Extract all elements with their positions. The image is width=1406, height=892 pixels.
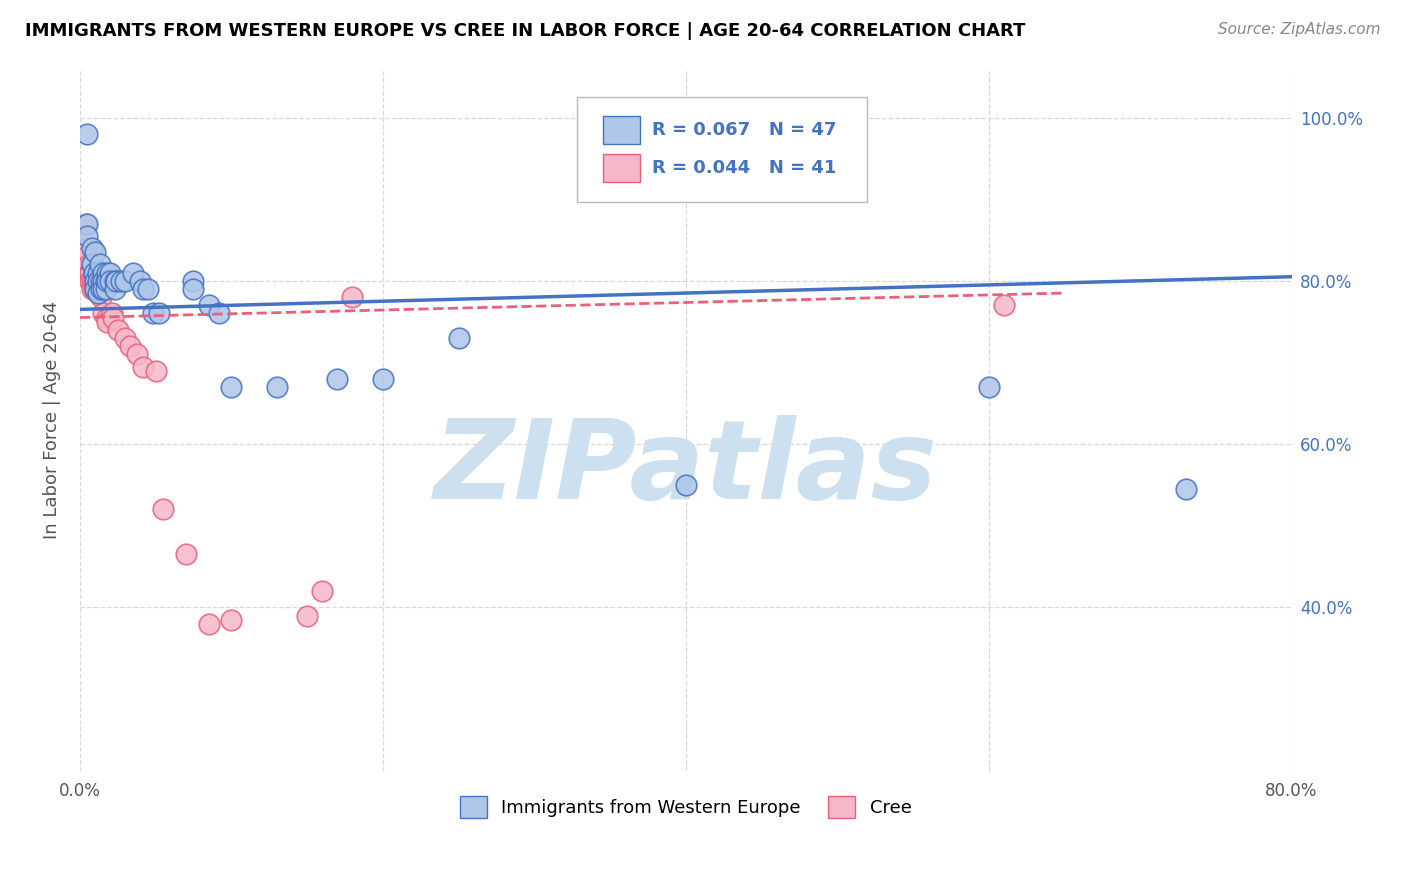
Point (89, 282, 111, 296)
Y-axis label: In Labor Force | Age 20-64: In Labor Force | Age 20-64 (44, 301, 60, 539)
Point (75, 241, 97, 255)
Point (90, 282, 112, 296)
Point (91, 274, 114, 288)
Point (197, 616, 219, 631)
Point (152, 502, 174, 516)
Point (83, 266, 105, 280)
Point (86, 277, 108, 292)
Text: IMMIGRANTS FROM WESTERN EUROPE VS CREE IN LABOR FORCE | AGE 20-64 CORRELATION CH: IMMIGRANTS FROM WESTERN EUROPE VS CREE I… (25, 22, 1026, 40)
Point (326, 372, 349, 386)
Point (174, 547, 197, 561)
Point (977, 380, 1000, 394)
Point (96, 310, 118, 325)
Point (98, 266, 121, 280)
Point (142, 306, 165, 320)
Point (96, 315, 118, 329)
Point (266, 380, 288, 394)
Point (311, 584, 333, 599)
Point (132, 282, 155, 296)
Point (84, 274, 107, 288)
Point (80, 257, 103, 271)
Point (371, 372, 394, 386)
Point (91, 282, 114, 296)
Point (98, 274, 121, 288)
Point (208, 306, 231, 320)
Text: R = 0.044   N = 41: R = 0.044 N = 41 (652, 160, 837, 178)
Point (148, 306, 170, 320)
Text: R = 0.067   N = 47: R = 0.067 N = 47 (652, 121, 837, 139)
Text: Source: ZipAtlas.com: Source: ZipAtlas.com (1218, 22, 1381, 37)
Point (89, 257, 111, 271)
Point (96, 274, 118, 288)
Point (110, 274, 132, 288)
Point (83, 282, 105, 296)
Point (103, 310, 125, 325)
Legend: Immigrants from Western Europe, Cree: Immigrants from Western Europe, Cree (453, 789, 918, 825)
Point (79, 274, 101, 288)
Point (87, 286, 110, 301)
Point (94, 274, 117, 288)
Point (76, 217, 98, 231)
Point (77, 257, 100, 271)
Point (114, 331, 136, 345)
Point (104, 282, 127, 296)
Point (80, 274, 103, 288)
Point (87, 266, 110, 280)
Point (447, 331, 470, 345)
Point (94, 282, 117, 296)
Point (118, 339, 141, 353)
Point (145, 363, 167, 377)
Point (91, 306, 114, 320)
Point (96, 266, 118, 280)
Point (105, 274, 128, 288)
Point (221, 380, 243, 394)
Point (76, 228, 98, 243)
Point (221, 613, 243, 627)
Point (75, 217, 97, 231)
FancyBboxPatch shape (603, 154, 640, 182)
Point (100, 306, 122, 320)
Point (80, 257, 103, 271)
Point (197, 298, 219, 312)
Point (129, 274, 152, 288)
Point (80, 241, 103, 255)
Point (84, 282, 107, 296)
Point (90, 290, 112, 304)
Point (675, 478, 697, 492)
Point (107, 323, 129, 337)
Point (183, 274, 205, 288)
Point (90, 274, 112, 288)
Point (1174, 482, 1197, 496)
Point (76, 127, 98, 141)
Point (342, 290, 364, 304)
Point (77, 266, 100, 280)
Point (183, 282, 205, 296)
Point (132, 359, 155, 374)
Point (84, 274, 107, 288)
Point (136, 282, 159, 296)
Point (79, 266, 101, 280)
Point (84, 245, 107, 260)
Point (84, 269, 107, 284)
Point (91, 266, 114, 280)
Text: ZIPatlas: ZIPatlas (434, 416, 938, 522)
Point (87, 286, 110, 301)
FancyBboxPatch shape (576, 96, 868, 202)
Point (993, 298, 1015, 312)
FancyBboxPatch shape (603, 116, 640, 145)
Point (104, 274, 127, 288)
Point (83, 266, 105, 280)
Point (80, 282, 103, 296)
Point (89, 286, 111, 301)
Point (86, 282, 108, 296)
Point (114, 274, 136, 288)
Point (83, 274, 105, 288)
Point (122, 266, 145, 280)
Point (295, 608, 318, 623)
Point (76, 249, 98, 263)
Point (87, 274, 110, 288)
Point (87, 282, 110, 296)
Point (127, 347, 149, 361)
